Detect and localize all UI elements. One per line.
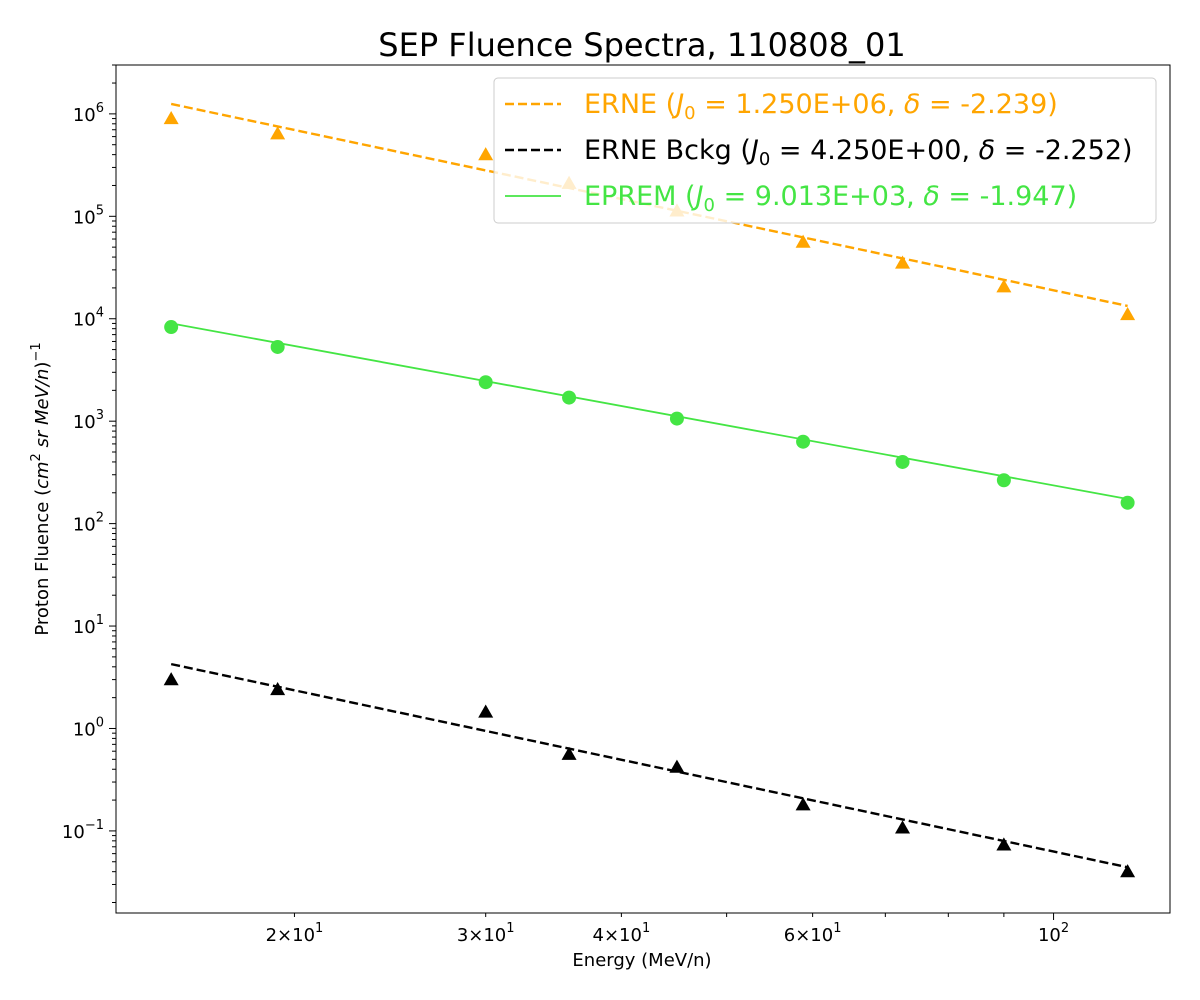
y-tick-label: 101 bbox=[73, 613, 104, 638]
data-point bbox=[478, 704, 494, 718]
y-tick-label: 103 bbox=[73, 408, 104, 433]
y-axis-label: Proton Fluence (cm2 sr MeV/n)−1 bbox=[29, 342, 53, 635]
data-point bbox=[478, 147, 494, 161]
data-point bbox=[1120, 307, 1136, 321]
fit-line bbox=[170, 662, 1128, 869]
x-tick-label: 6×101 bbox=[784, 921, 842, 946]
x-tick-label: 2×101 bbox=[266, 921, 324, 946]
y-tick-label: 10−1 bbox=[62, 818, 104, 843]
data-point bbox=[270, 339, 285, 354]
data-point bbox=[270, 682, 286, 696]
data-point bbox=[270, 126, 286, 140]
x-tick-label: 4×101 bbox=[593, 921, 651, 946]
data-point bbox=[996, 473, 1011, 488]
x-axis: 2×101 3×101 4×101 6×101 102 bbox=[266, 913, 1069, 946]
y-tick-label: 106 bbox=[73, 101, 104, 126]
legend-box bbox=[493, 77, 1157, 224]
data-point bbox=[895, 255, 911, 269]
axes-frame bbox=[115, 64, 1171, 914]
data-point bbox=[478, 375, 493, 390]
data-point bbox=[163, 672, 179, 686]
chart-title: SEP Fluence Spectra, 110808_01 bbox=[378, 26, 905, 64]
data-point bbox=[895, 454, 910, 469]
data-point bbox=[796, 434, 811, 449]
data-point bbox=[1120, 864, 1136, 878]
x-tick-label: 3×101 bbox=[457, 921, 515, 946]
fit-line bbox=[171, 322, 1128, 500]
y-tick-label: 105 bbox=[73, 203, 104, 228]
data-point bbox=[669, 759, 685, 773]
x-axis-label: Energy (MeV/n) bbox=[572, 950, 711, 971]
data-point bbox=[996, 837, 1012, 851]
legend-entry: ERNE (J0 = 1.250E+06, δ = -2.239) bbox=[584, 89, 1058, 124]
series-2 bbox=[163, 662, 1136, 878]
y-axis: 10−1 100 101 102 103 104 105 106 bbox=[62, 64, 116, 904]
data-point bbox=[795, 234, 811, 248]
data-point bbox=[163, 111, 179, 125]
legend: ERNE (J0 = 1.250E+06, δ = -2.239) ERNE Bc… bbox=[493, 77, 1157, 224]
data-point bbox=[562, 390, 577, 405]
data-point bbox=[795, 797, 811, 811]
data-point bbox=[996, 279, 1012, 293]
series-3 bbox=[164, 320, 1135, 510]
data-point bbox=[1120, 495, 1135, 510]
data-point bbox=[561, 746, 577, 760]
data-point bbox=[164, 320, 179, 335]
x-tick-label: 102 bbox=[1038, 921, 1069, 946]
data-point bbox=[895, 820, 911, 834]
legend-entry: ERNE Bckg (J0 = 4.250E+00, δ = -2.252) bbox=[584, 135, 1133, 170]
y-tick-label: 104 bbox=[73, 306, 104, 331]
data-point bbox=[669, 411, 684, 426]
y-tick-label: 100 bbox=[73, 715, 104, 740]
y-tick-label: 102 bbox=[73, 511, 104, 536]
legend-entry: EPREM (J0 = 9.013E+03, δ = -1.947) bbox=[584, 181, 1077, 216]
